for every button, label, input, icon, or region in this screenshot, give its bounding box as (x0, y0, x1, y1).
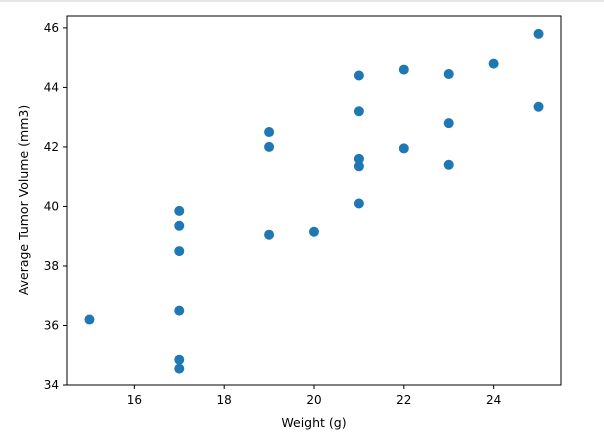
data-point (398, 143, 409, 154)
data-point (84, 314, 95, 325)
scatter-points (84, 28, 544, 374)
data-point (174, 205, 185, 216)
x-tick-label: 22 (396, 393, 411, 407)
data-point (264, 141, 275, 152)
x-tick-label: 20 (306, 393, 321, 407)
data-point (443, 69, 454, 80)
x-axis-label: Weight (g) (281, 415, 346, 430)
data-point (174, 246, 185, 257)
data-point (353, 70, 364, 81)
data-point (353, 161, 364, 172)
x-tick-label: 24 (486, 393, 501, 407)
y-tick-label: 44 (44, 80, 59, 94)
data-point (353, 198, 364, 209)
y-tick-label: 36 (44, 318, 59, 332)
y-tick-label: 34 (44, 378, 59, 392)
data-point (353, 153, 364, 164)
x-tick-label: 18 (217, 393, 232, 407)
data-point (309, 226, 319, 237)
data-point (264, 229, 275, 240)
data-point (174, 354, 185, 365)
data-point (443, 159, 454, 170)
data-point (174, 363, 185, 374)
y-tick-label: 40 (44, 199, 59, 213)
y-tick-label: 38 (44, 259, 59, 273)
data-point (353, 106, 364, 117)
x-tick-label: 16 (127, 393, 142, 407)
plot-frame (66, 15, 562, 386)
data-point (398, 64, 409, 75)
y-axis-label: Average Tumor Volume (mm3) (16, 105, 31, 295)
data-point (264, 127, 275, 138)
data-point (533, 101, 544, 112)
data-point (174, 220, 185, 231)
data-point (488, 58, 499, 69)
y-tick-label: 42 (44, 140, 59, 154)
data-point (443, 118, 454, 129)
y-tick-label: 46 (44, 21, 59, 35)
data-point (174, 305, 185, 316)
axis-ticks: 16 18 20 22 24 34 36 38 40 42 44 46 (44, 21, 502, 407)
data-point (533, 28, 544, 39)
window-top-rule (0, 0, 604, 2)
